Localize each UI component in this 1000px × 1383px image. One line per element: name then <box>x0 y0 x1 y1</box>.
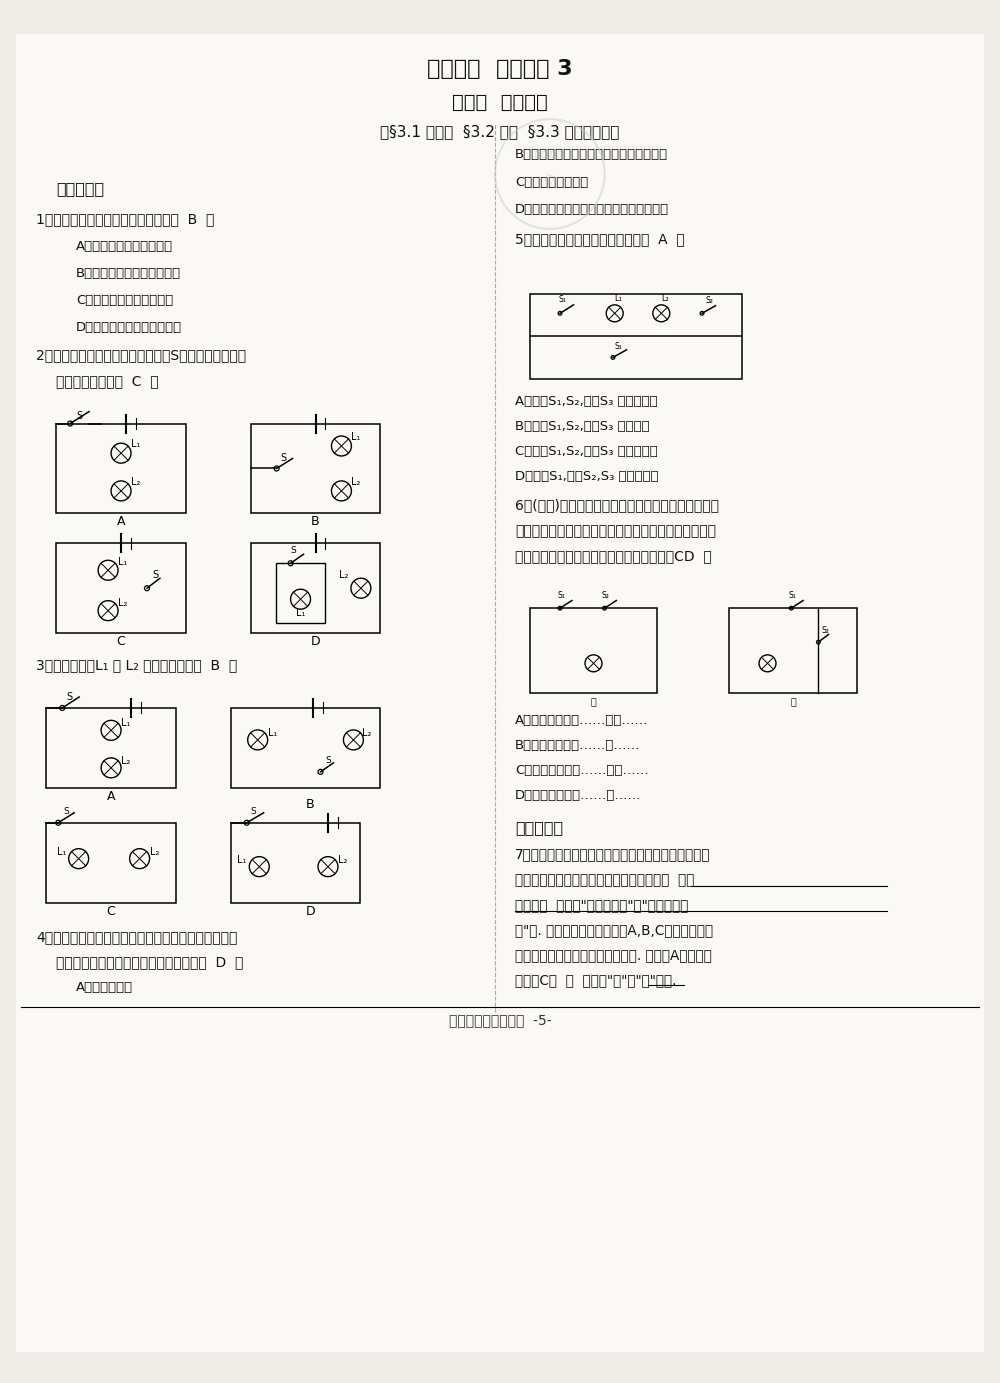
Text: S: S <box>325 757 331 765</box>
Text: 九年级物理阶段训练  -5-: 九年级物理阶段训练 -5- <box>449 1014 551 1028</box>
Text: S: S <box>281 454 287 463</box>
Bar <box>251 544 380 633</box>
Text: S: S <box>291 546 296 556</box>
Text: （§3.1 电现象  §3.2 电路  §3.3 电路的连接）: （§3.1 电现象 §3.2 电路 §3.3 电路的连接） <box>380 124 620 140</box>
Text: S₁: S₁ <box>558 296 566 304</box>
Text: L₁: L₁ <box>57 846 66 856</box>
Text: 近时都互相吸引，则下列结论正确的是（  D  ）: 近时都互相吸引，则下列结论正确的是（ D ） <box>56 956 244 969</box>
Text: L₂: L₂ <box>131 477 140 487</box>
Bar <box>231 823 360 903</box>
Text: B: B <box>311 516 320 528</box>
Text: B．日光灯、电风扇、电视机: B．日光灯、电风扇、电视机 <box>76 267 181 281</box>
Text: L₂: L₂ <box>339 570 348 581</box>
Text: 作业: 作业 <box>544 173 556 185</box>
Text: 乙: 乙 <box>790 698 796 708</box>
Text: 则小球C带  正  （选填"正"或"负"）电.: 则小球C带 正 （选填"正"或"负"）电. <box>515 974 676 987</box>
Bar <box>56 423 186 513</box>
Text: 7．电风扇叶片上经常布满灰尘，是因为扇叶转动时与: 7．电风扇叶片上经常布满灰尘，是因为扇叶转动时与 <box>515 848 710 862</box>
Text: C．甲电路；要么……要么……: C．甲电路；要么……要么…… <box>515 765 649 777</box>
Text: 空气摩擦而带上了静电，摩擦起电的实质是  电荷: 空气摩擦而带上了静电，摩擦起电的实质是 电荷 <box>515 874 694 888</box>
Text: 满足一个条件，指示灯亮表示导致的结果，则下列关于: 满足一个条件，指示灯亮表示导致的结果，则下列关于 <box>515 524 716 538</box>
Text: S₂: S₂ <box>705 296 713 306</box>
Text: 第三章  认识电路: 第三章 认识电路 <box>452 93 548 112</box>
Text: L₂: L₂ <box>121 757 130 766</box>
Bar <box>530 609 657 693</box>
Text: 甲: 甲 <box>591 698 596 708</box>
Text: 移"）. 现有三个轻质带电小球A,B,C被细线悬挂在: 移"）. 现有三个轻质带电小球A,B,C被细线悬挂在 <box>515 924 713 938</box>
Bar <box>530 293 742 379</box>
Text: S₁: S₁ <box>615 342 622 351</box>
Text: A．断开S₁,S₂,闭合S₃ 电路是通路: A．断开S₁,S₂,闭合S₃ 电路是通路 <box>515 396 658 408</box>
Text: 小题快练  阶段巩固 3: 小题快练 阶段巩固 3 <box>427 59 573 79</box>
Text: L₂: L₂ <box>150 846 159 856</box>
Text: B．有两个球带同种电荷，第三个球不带电: B．有两个球带同种电荷，第三个球不带电 <box>515 148 668 160</box>
Text: 1．下列器件中，全部为用电器的是（  B  ）: 1．下列器件中，全部为用电器的是（ B ） <box>36 212 215 225</box>
Text: S: S <box>251 806 256 816</box>
Text: B: B <box>306 798 315 810</box>
Text: S: S <box>66 692 72 703</box>
Text: L₂: L₂ <box>661 295 669 303</box>
Text: S₂: S₂ <box>602 591 610 600</box>
Bar <box>231 708 380 788</box>
Text: A: A <box>107 790 115 802</box>
Text: S: S <box>76 411 82 420</box>
Bar <box>46 823 176 903</box>
Text: D．乙电路；只有……才……: D．乙电路；只有……才…… <box>515 790 642 802</box>
Text: 发生转移  （选填"创造了电荷"或"电荷发生转: 发生转移 （选填"创造了电荷"或"电荷发生转 <box>515 899 688 913</box>
Text: L₁: L₁ <box>615 295 623 303</box>
Text: C．断开S₁,S₂,闭合S₃ 电路是通路: C．断开S₁,S₂,闭合S₃ 电路是通路 <box>515 445 658 458</box>
Bar <box>251 423 380 513</box>
Text: 5．如图所示，下列说法正确的是（  A  ）: 5．如图所示，下列说法正确的是（ A ） <box>515 232 685 246</box>
Text: L₁: L₁ <box>351 431 361 443</box>
Text: S: S <box>152 570 158 581</box>
Text: L₂: L₂ <box>362 727 372 739</box>
Text: L₁: L₁ <box>131 440 140 449</box>
Text: L₂: L₂ <box>118 597 127 607</box>
Text: A．甲电路；既要……又要……: A．甲电路；既要……又要…… <box>515 715 649 727</box>
Text: C: C <box>117 635 125 649</box>
Text: 6．(多选)在如图所示的电路中如果闭合一个开关表示: 6．(多选)在如图所示的电路中如果闭合一个开关表示 <box>515 498 719 512</box>
Text: A: A <box>117 516 125 528</box>
Bar <box>46 708 176 788</box>
Text: C．洗衣机、收音机、开关: C．洗衣机、收音机、开关 <box>76 295 173 307</box>
Text: D．有两个球带异种电荷，第三个球不带电: D．有两个球带异种电荷，第三个球不带电 <box>515 203 669 217</box>
Text: A．电铃、电池组、白炽灯: A．电铃、电池组、白炽灯 <box>76 241 173 253</box>
Text: 4．三只轻纸球分别用丝线悬挂着，其中任意两只球靠: 4．三只轻纸球分别用丝线悬挂着，其中任意两只球靠 <box>36 931 238 945</box>
Text: 空中，它们静止时的情况如图所示. 若小球A带负电，: 空中，它们静止时的情况如图所示. 若小球A带负电， <box>515 949 712 963</box>
Text: A．三球都带电: A．三球都带电 <box>76 981 133 994</box>
Text: S₂: S₂ <box>822 625 830 635</box>
Text: L₁: L₁ <box>268 727 277 739</box>
Text: 二、填空题: 二、填空题 <box>515 820 563 835</box>
Text: L₁: L₁ <box>296 609 305 618</box>
Text: D．断开S₁,闭合S₂,S₃ 电路是断路: D．断开S₁,闭合S₂,S₃ 电路是断路 <box>515 470 659 483</box>
Text: 3．如图所示，L₁ 与 L₂ 属于串联的是（  B  ）: 3．如图所示，L₁ 与 L₂ 属于串联的是（ B ） <box>36 658 238 672</box>
Text: D．电池插座、电线、空调器: D．电池插座、电线、空调器 <box>76 321 182 335</box>
Text: S: S <box>63 806 69 816</box>
Text: 2．如图所示的四个电路图中，开关S闭合后，电源可能: 2．如图所示的四个电路图中，开关S闭合后，电源可能 <box>36 349 246 362</box>
Text: C．只有一个球带电: C．只有一个球带电 <box>515 176 588 188</box>
Text: 被损坏的电路是（  C  ）: 被损坏的电路是（ C ） <box>56 375 159 389</box>
Text: L₁: L₁ <box>237 855 247 864</box>
Text: B．断开S₁,S₂,闭合S₃ 两灯都亮: B．断开S₁,S₂,闭合S₃ 两灯都亮 <box>515 420 650 433</box>
Text: S₁: S₁ <box>557 591 565 600</box>
Text: 作业检查小助手: 作业检查小助手 <box>535 151 565 158</box>
Text: L₂: L₂ <box>338 855 347 864</box>
Bar <box>729 609 857 693</box>
Text: D: D <box>311 635 320 649</box>
Text: D: D <box>306 904 315 917</box>
Text: L₁: L₁ <box>121 718 130 729</box>
Text: B．乙电路；只要……就……: B．乙电路；只要……就…… <box>515 740 641 752</box>
Bar <box>276 563 325 624</box>
Text: S₁: S₁ <box>789 591 796 600</box>
Text: 一、选择题: 一、选择题 <box>56 181 104 196</box>
Bar <box>56 544 186 633</box>
Text: 该电路能实现的逻辑功能的描述错误的是（CD  ）: 该电路能实现的逻辑功能的描述错误的是（CD ） <box>515 549 712 563</box>
Text: C: C <box>107 904 115 917</box>
Text: L₁: L₁ <box>118 557 127 567</box>
Text: L₂: L₂ <box>351 477 361 487</box>
